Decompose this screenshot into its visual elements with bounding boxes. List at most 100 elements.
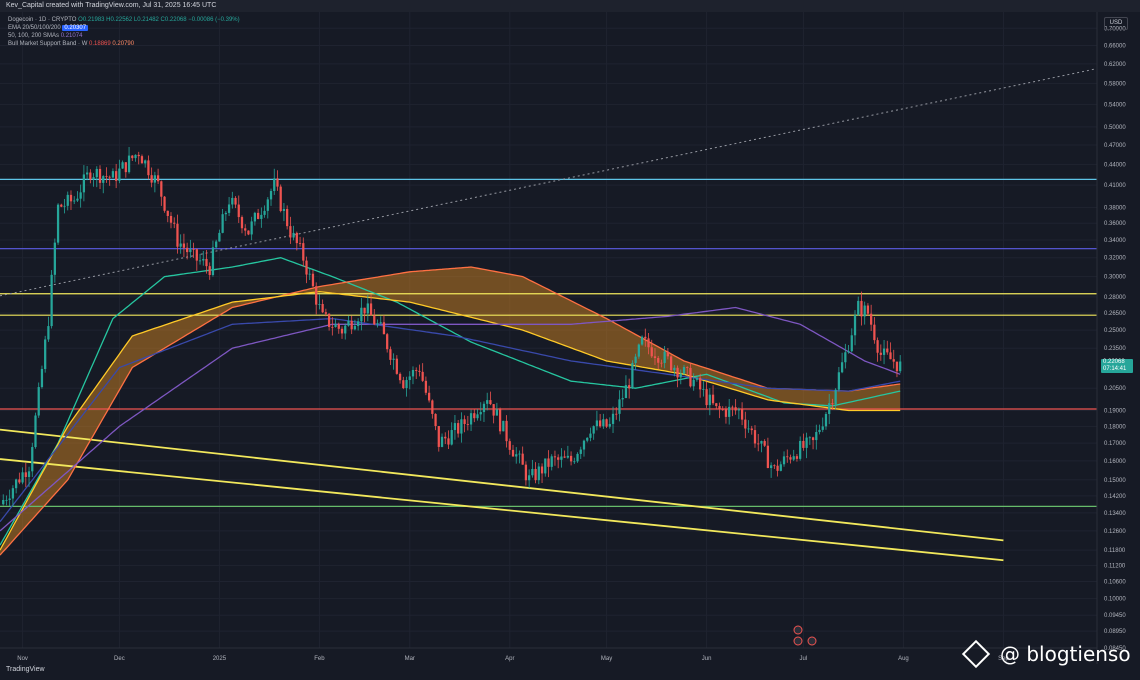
- price-tick-label: 0.10600: [1104, 580, 1126, 586]
- price-tick-label: 0.16000: [1104, 459, 1126, 465]
- candle-body: [844, 352, 847, 363]
- candle-body: [860, 300, 863, 317]
- candle-body: [808, 437, 811, 439]
- trendline[interactable]: [0, 458, 1004, 562]
- candle-body: [847, 351, 850, 353]
- candle-body: [366, 303, 369, 314]
- candle-body: [398, 373, 402, 381]
- header-text: Kev_Capital created with TradingView.com…: [6, 2, 217, 9]
- candle-body: [137, 154, 140, 157]
- candle-body: [69, 194, 73, 202]
- candle-body: [870, 313, 873, 325]
- candle-body: [182, 243, 186, 248]
- candle-body: [37, 387, 40, 416]
- candle-body: [592, 426, 595, 434]
- candle-body: [537, 466, 540, 481]
- currency-button[interactable]: USD: [1104, 17, 1128, 30]
- indicator-line: [0, 291, 901, 551]
- candle-body: [231, 197, 234, 205]
- candle-body: [624, 385, 628, 399]
- candle-body: [327, 313, 331, 327]
- legend-sma-row[interactable]: 50, 100, 200 SMAs 0.21074: [8, 32, 240, 40]
- candle-body: [686, 367, 689, 368]
- candle-body: [692, 379, 695, 387]
- candle-body: [424, 380, 428, 393]
- candle-body: [344, 325, 347, 334]
- event-icon[interactable]: [807, 636, 817, 646]
- candle-body: [205, 258, 208, 267]
- candle-body: [882, 348, 886, 355]
- candle-body: [163, 196, 166, 211]
- time-tick-label: Feb: [314, 656, 325, 662]
- candle-body: [450, 430, 453, 445]
- candle-body: [244, 228, 247, 231]
- time-tick-label: Sep: [998, 656, 1009, 662]
- indicator-legend[interactable]: Dogecoin · 1D · CRYPTO O0.21983 H0.22562…: [8, 16, 240, 48]
- ema-value: 0.20307: [62, 25, 89, 31]
- candle-body: [805, 437, 808, 448]
- candle-body: [511, 449, 515, 457]
- candle-body: [534, 468, 537, 481]
- candle-body: [640, 336, 644, 345]
- candle-body: [863, 305, 866, 317]
- candle-body: [682, 367, 686, 374]
- candle-body: [179, 243, 182, 247]
- bmsb-value-1: 0.18869: [89, 41, 111, 47]
- trendline[interactable]: [0, 68, 1098, 297]
- candle-body: [566, 455, 569, 458]
- candle-body: [618, 399, 621, 414]
- price-tick-label: 0.36000: [1104, 221, 1126, 227]
- candle-body: [495, 409, 499, 416]
- horizontal-levels[interactable]: [0, 178, 1097, 507]
- price-tick-label: 0.14200: [1104, 494, 1126, 500]
- candle-body: [647, 338, 650, 348]
- trendlines[interactable]: [0, 68, 1098, 562]
- candle-body: [757, 443, 760, 445]
- event-icon[interactable]: [793, 636, 803, 646]
- event-icon[interactable]: [793, 625, 803, 635]
- price-tick-label: 0.26500: [1104, 311, 1126, 317]
- candle-body: [531, 468, 534, 476]
- candle-body: [189, 249, 192, 253]
- price-axis[interactable]: 0.700000.660000.620000.580000.540000.500…: [1104, 26, 1126, 652]
- candle-body: [276, 178, 279, 187]
- candle-body: [411, 369, 415, 377]
- price-chart[interactable]: 0.700000.660000.620000.580000.540000.500…: [0, 12, 1140, 668]
- candle-body: [811, 437, 815, 441]
- candle-body: [140, 156, 144, 164]
- candle-body: [234, 197, 237, 205]
- candle-body: [44, 339, 47, 370]
- candle-body: [718, 406, 721, 410]
- candle-body: [650, 347, 653, 357]
- event-icons[interactable]: [793, 625, 817, 646]
- price-tick-label: 0.47000: [1104, 143, 1126, 149]
- price-tick-label: 0.18000: [1104, 424, 1126, 430]
- candle-body: [789, 457, 792, 460]
- candle-body: [305, 260, 308, 275]
- candle-body: [782, 456, 786, 465]
- candle-body: [763, 441, 766, 446]
- watermark: @ blogtienso: [961, 639, 1131, 668]
- legend-bmsb-row[interactable]: Bull Market Support Band · W 0.18869 0.2…: [8, 40, 240, 48]
- candle-body: [353, 326, 357, 330]
- candle-body: [850, 335, 853, 352]
- legend-symbol-row[interactable]: Dogecoin · 1D · CRYPTO O0.21983 H0.22562…: [8, 16, 240, 24]
- candle-body: [589, 433, 592, 438]
- candle-body: [192, 249, 195, 250]
- candle-body: [776, 465, 779, 471]
- candle-body: [573, 461, 576, 463]
- candle-body: [395, 358, 398, 374]
- bmsb-value-2: 0.20790: [112, 41, 135, 47]
- candle-body: [311, 273, 315, 287]
- legend-ema-row[interactable]: EMA 20/50/100/200 0.20307: [8, 24, 240, 32]
- time-axis[interactable]: Nov Dec 2025 Feb Mar Apr May Jun Jul Aug Sep: [17, 656, 1009, 662]
- candle-body: [160, 181, 163, 197]
- trendline[interactable]: [0, 428, 1004, 542]
- candle-body: [663, 351, 666, 363]
- price-tick-label: 0.08450: [1104, 646, 1126, 652]
- candle-body: [708, 394, 711, 406]
- candle-body: [886, 348, 889, 353]
- price-tick-label: 0.12600: [1104, 529, 1126, 535]
- candle-body: [702, 389, 705, 390]
- indicator-line: [0, 317, 901, 523]
